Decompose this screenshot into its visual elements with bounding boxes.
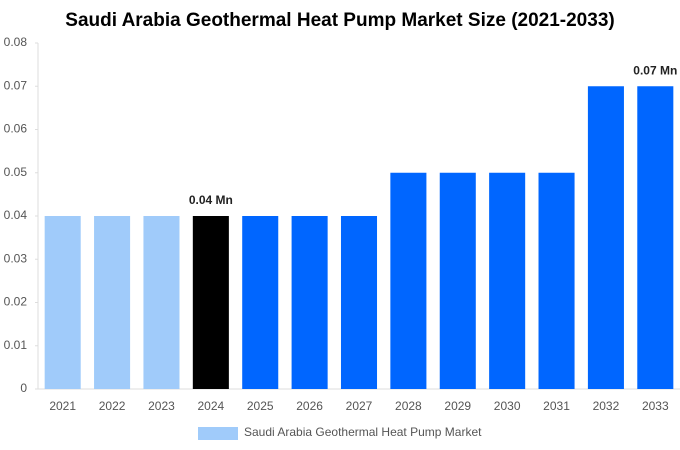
- x-tick-label: 2033: [642, 399, 669, 413]
- y-tick-label: 0.02: [4, 295, 28, 309]
- bar: [439, 172, 476, 389]
- y-tick-label: 0.04: [4, 208, 28, 222]
- bar: [44, 216, 81, 389]
- y-tick-label: 0.01: [4, 338, 28, 352]
- x-tick-label: 2022: [99, 399, 126, 413]
- chart-title: Saudi Arabia Geothermal Heat Pump Market…: [65, 10, 614, 31]
- x-tick-label: 2024: [197, 399, 224, 413]
- legend-label: Saudi Arabia Geothermal Heat Pump Market: [244, 425, 482, 439]
- data-label: 0.07 Mn: [633, 63, 677, 77]
- bar: [538, 172, 575, 389]
- bar: [242, 216, 279, 389]
- x-tick-label: 2028: [395, 399, 422, 413]
- y-tick-label: 0: [20, 381, 27, 395]
- x-tick-label: 2027: [346, 399, 373, 413]
- y-tick-label: 0.05: [4, 165, 28, 179]
- x-tick-label: 2030: [494, 399, 521, 413]
- bar: [587, 86, 624, 389]
- data-label: 0.04 Mn: [189, 193, 233, 207]
- x-tick-label: 2032: [593, 399, 620, 413]
- bar: [390, 172, 427, 389]
- x-tick-label: 2023: [148, 399, 175, 413]
- y-tick-label: 0.06: [4, 122, 28, 136]
- x-tick-label: 2025: [247, 399, 274, 413]
- bar: [94, 216, 131, 389]
- y-tick-label: 0.07: [4, 78, 28, 92]
- bar: [192, 216, 229, 389]
- bar: [340, 216, 378, 389]
- bar: [489, 172, 526, 389]
- bar: [637, 86, 674, 389]
- bar: [143, 216, 180, 389]
- x-tick-label: 2026: [296, 399, 323, 413]
- y-tick-label: 0.03: [4, 251, 28, 265]
- x-tick-label: 2031: [543, 399, 570, 413]
- y-tick-label: 0.08: [4, 35, 28, 49]
- x-tick-label: 2029: [444, 399, 471, 413]
- x-tick-label: 2021: [49, 399, 76, 413]
- legend-swatch: [198, 427, 238, 440]
- bar: [291, 216, 328, 389]
